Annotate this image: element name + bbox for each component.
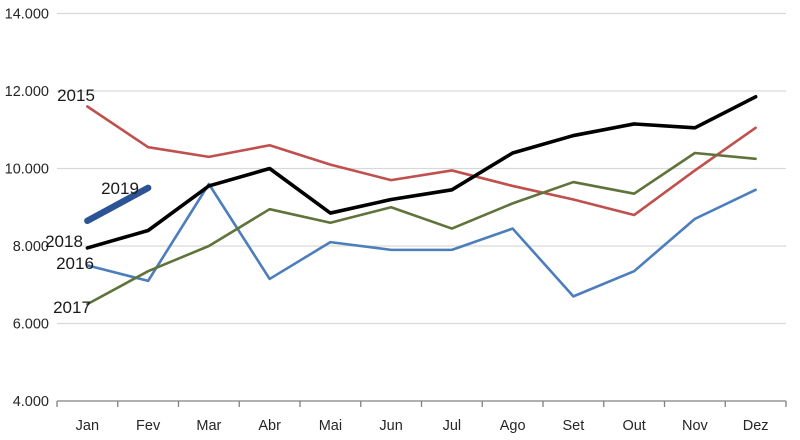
x-axis-label: Mai (319, 418, 342, 434)
y-axis-label: 4.000 (13, 394, 49, 410)
x-axis-label: Nov (682, 418, 709, 434)
labels-group: 4.000 6.000 8.000 10.000 12.000 14.000 Jan Fev M… (5, 7, 769, 435)
gridlines-group (57, 12, 786, 325)
series-label-2019: 2019 (101, 179, 139, 198)
x-axis-label: Mar (196, 418, 221, 434)
y-axis-label: 14.000 (5, 7, 49, 23)
x-axis-label: Set (562, 418, 584, 434)
x-axis-label: Jan (76, 418, 99, 434)
axis-group (56, 400, 787, 407)
y-axis-label: 10.000 (5, 162, 49, 178)
series-line-2015 (86, 105, 757, 217)
series-line-2018 (85, 95, 758, 250)
x-axis-label: Jul (443, 418, 462, 434)
series-label-2018: 2018 (45, 232, 83, 251)
x-axis-label: Out (622, 418, 645, 434)
series-line-2016 (86, 182, 757, 298)
x-axis-label: Dez (743, 418, 769, 434)
series-label-2016: 2016 (56, 254, 94, 273)
series-line-2019 (84, 184, 152, 225)
x-axis-label: Abr (258, 418, 281, 434)
series-line-2017 (86, 151, 757, 306)
series-lines-group (84, 95, 758, 306)
x-axis-label: Fev (136, 418, 161, 434)
y-axis-label: 12.000 (5, 84, 49, 100)
y-axis-label: 8.000 (13, 239, 49, 255)
x-axis-label: Jun (379, 418, 402, 434)
x-axis-label: Ago (500, 418, 526, 434)
y-axis-label: 6.000 (13, 317, 49, 333)
series-label-2017: 2017 (53, 298, 91, 317)
series-label-2015: 2015 (57, 86, 95, 105)
